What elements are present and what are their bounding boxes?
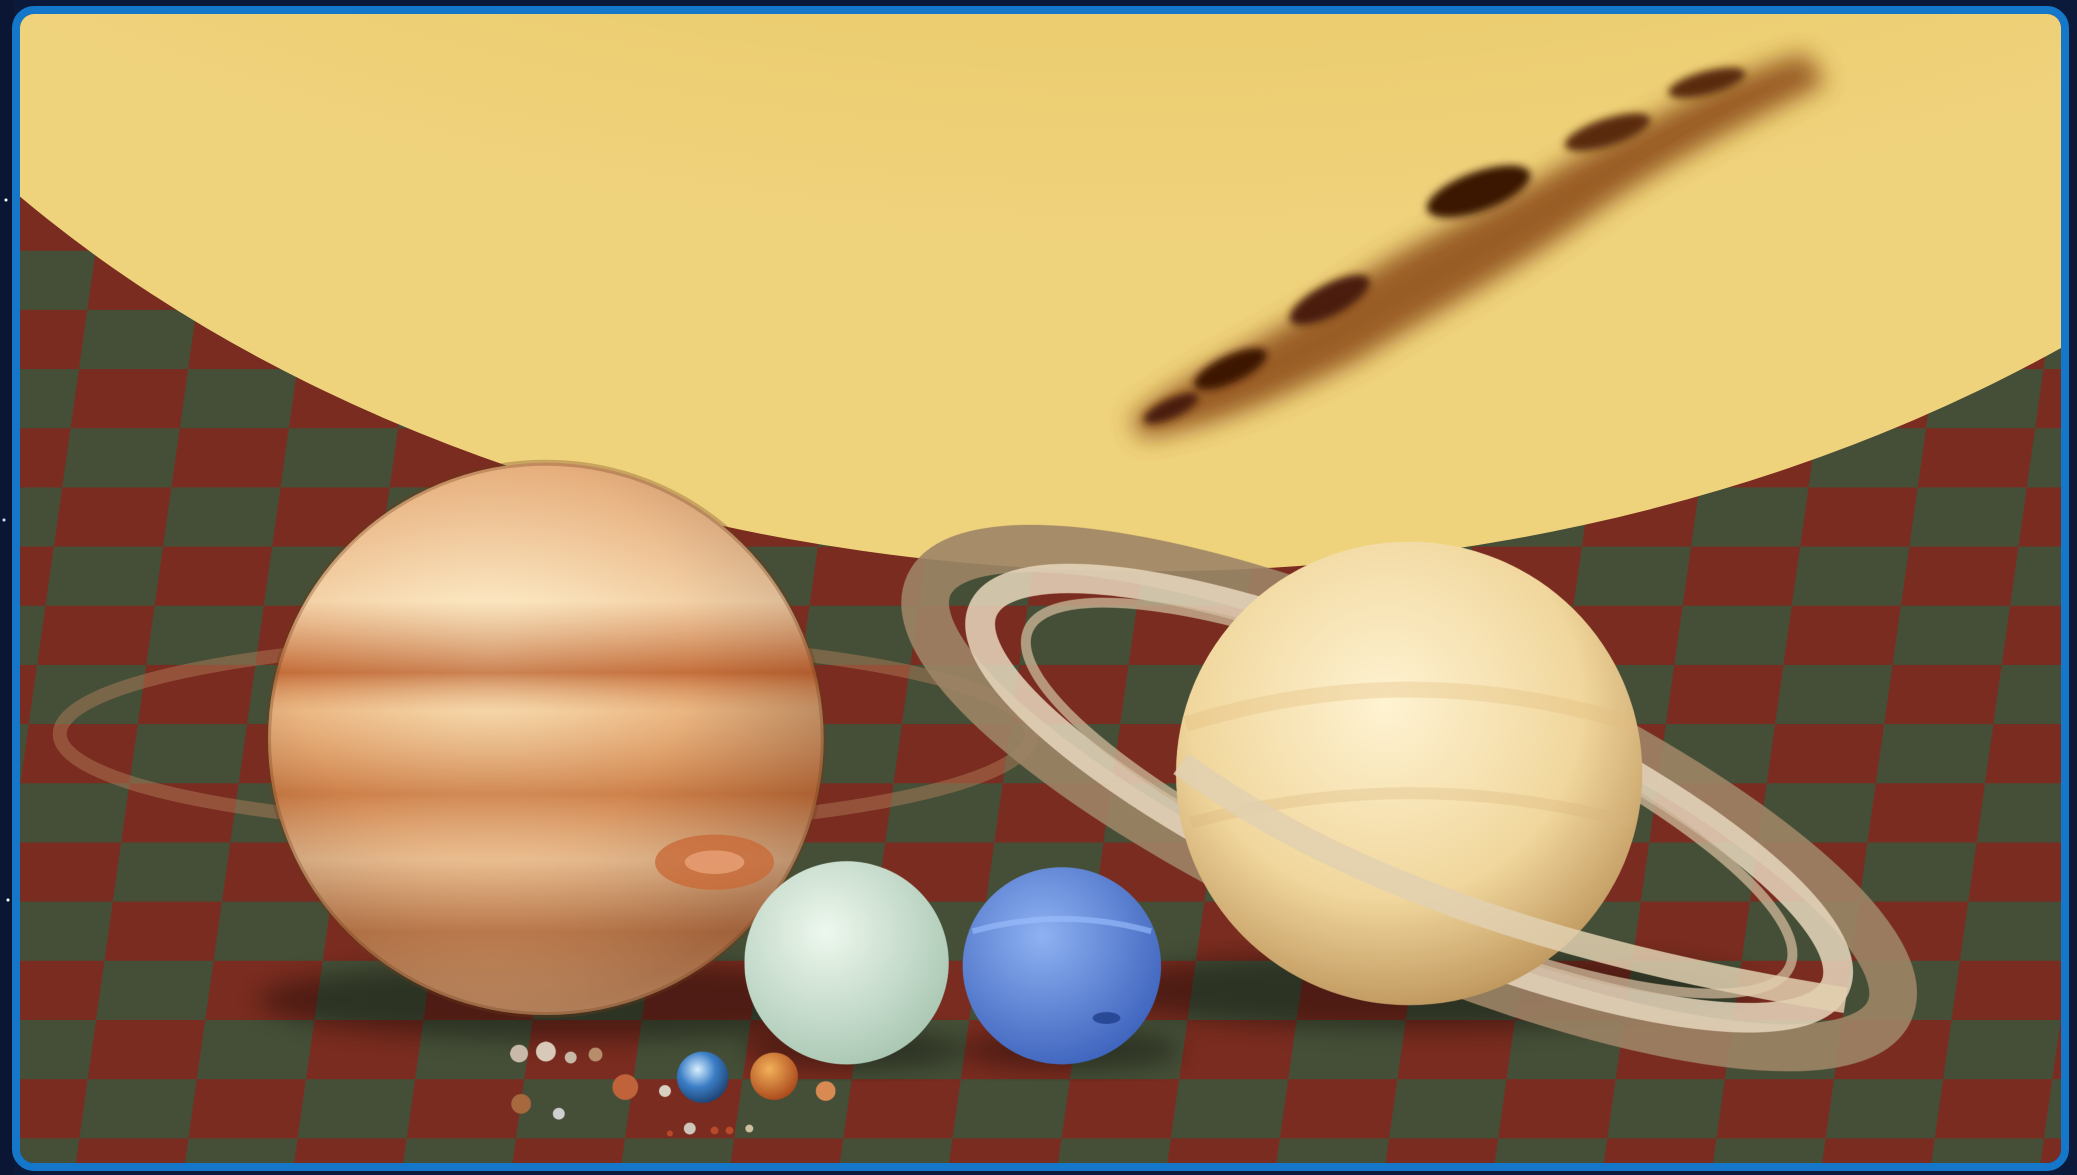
sunspot-region	[1131, 53, 1826, 439]
solar-system-scene	[20, 14, 2061, 1163]
neptune	[962, 867, 1162, 1065]
small-bodies	[510, 1041, 836, 1137]
jupiter	[265, 459, 827, 1019]
mars	[612, 1074, 639, 1100]
space-background	[0, 0, 14, 1175]
earth	[676, 1051, 729, 1103]
venus	[750, 1052, 798, 1100]
uranus	[744, 861, 949, 1065]
saturn-ring-front	[1173, 753, 1848, 1013]
sun	[20, 14, 2061, 571]
sunspots	[1143, 67, 1746, 424]
image-frame	[12, 6, 2069, 1171]
